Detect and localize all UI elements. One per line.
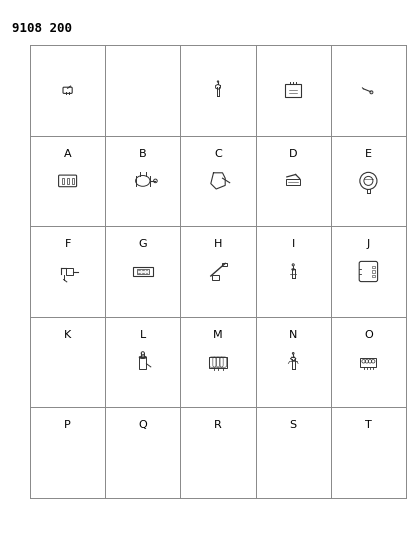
Text: O: O <box>364 330 373 340</box>
Text: H: H <box>214 239 222 249</box>
Text: N: N <box>289 330 298 340</box>
Bar <box>139 357 146 368</box>
Bar <box>286 179 300 185</box>
Bar <box>136 269 149 274</box>
Text: L: L <box>140 330 146 340</box>
Text: J: J <box>367 239 370 249</box>
Text: S: S <box>290 421 297 431</box>
Bar <box>66 268 73 274</box>
Text: B: B <box>139 149 147 159</box>
Text: F: F <box>65 239 71 249</box>
Text: M: M <box>213 330 223 340</box>
Text: A: A <box>64 149 72 159</box>
Text: R: R <box>214 421 222 431</box>
Text: K: K <box>64 330 71 340</box>
Text: P: P <box>64 421 71 431</box>
Text: E: E <box>365 149 372 159</box>
Text: G: G <box>139 239 147 249</box>
Text: I: I <box>291 239 295 249</box>
Bar <box>222 262 227 266</box>
Bar <box>360 358 376 367</box>
Text: C: C <box>214 149 222 159</box>
Bar <box>212 275 219 280</box>
Bar <box>62 177 65 184</box>
Bar <box>209 357 227 367</box>
Bar <box>372 270 375 272</box>
Bar <box>372 275 375 277</box>
Bar <box>67 177 69 184</box>
Bar <box>372 266 375 268</box>
Text: 9108 200: 9108 200 <box>12 22 72 35</box>
Text: T: T <box>365 421 372 431</box>
Bar <box>72 177 74 184</box>
Bar <box>285 84 301 96</box>
Text: D: D <box>289 149 298 159</box>
Text: Q: Q <box>139 421 147 431</box>
Bar <box>133 267 153 276</box>
